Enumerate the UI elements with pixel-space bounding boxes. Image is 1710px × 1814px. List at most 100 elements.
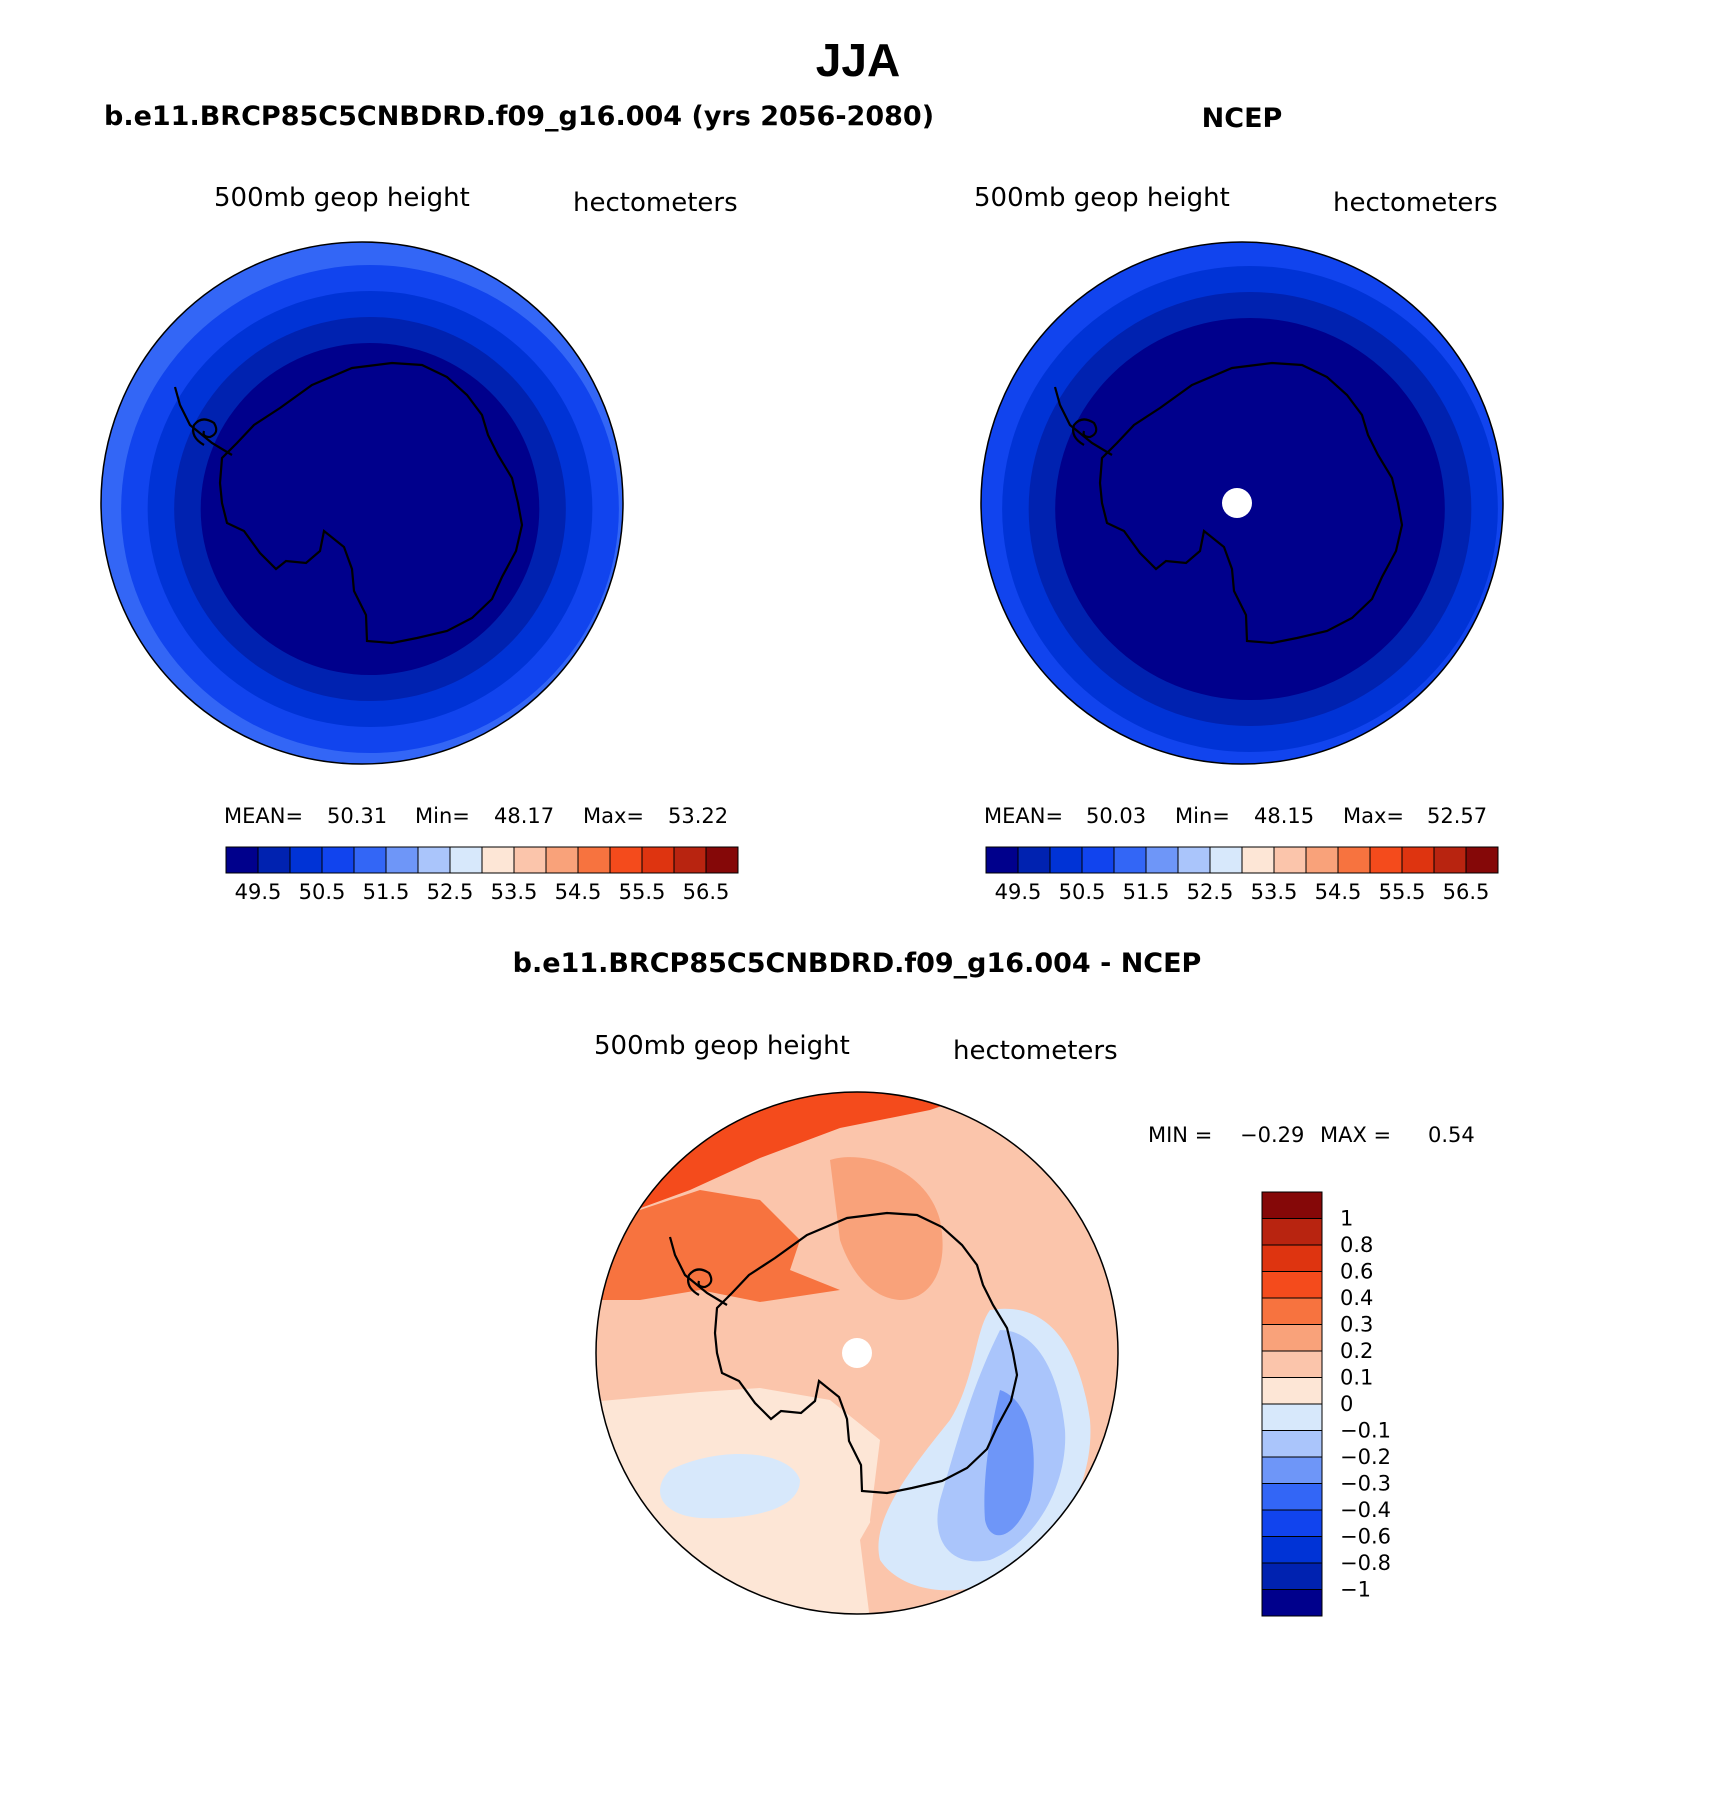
colorbar-tick-label: 49.5 <box>235 880 282 904</box>
legend-swatch <box>1261 1377 1323 1405</box>
colorbar-swatch <box>225 846 259 874</box>
diff-max-value: 0.54 <box>1428 1123 1475 1147</box>
colorbar-swatch <box>1209 846 1243 874</box>
legend-label: −0.6 <box>1340 1525 1391 1549</box>
max-label: Max= <box>583 804 644 828</box>
min-label: Min= <box>1175 804 1230 828</box>
legend-swatch <box>1261 1350 1323 1378</box>
colorbar-ncep: 49.5 50.5 51.5 52.5 53.5 54.5 55.5 56.5 <box>985 846 1499 904</box>
colorbar-swatch <box>1081 846 1115 874</box>
colorbar-swatch <box>1145 846 1179 874</box>
contour-0.2 <box>830 1157 943 1300</box>
panel-model-map <box>101 242 623 764</box>
legend-label: −1 <box>1340 1578 1371 1602</box>
max-value: 52.57 <box>1427 804 1487 828</box>
min-value: 48.15 <box>1254 804 1314 828</box>
max-label: Max= <box>1343 804 1404 828</box>
panel-ncep-units: hectometers <box>1333 188 1498 218</box>
colorbar-tick-label: 49.5 <box>995 880 1042 904</box>
colorbar-swatch <box>1305 846 1339 874</box>
legend-label: 0.1 <box>1340 1366 1373 1390</box>
map-boundary <box>100 241 624 765</box>
main-title: JJA <box>816 34 900 86</box>
diff-max-label: MAX = <box>1320 1123 1391 1147</box>
colorbar-swatch <box>257 846 291 874</box>
panel-ncep: NCEP 500mb geop height hectometers MEAN=… <box>974 103 1504 904</box>
legend-swatch <box>1261 1244 1323 1272</box>
panel-model-title: b.e11.BRCP85C5CNBDRD.f09_g16.004 (yrs 20… <box>104 101 934 132</box>
legend-swatch <box>1261 1483 1323 1511</box>
colorbar-tick-label: 50.5 <box>1059 880 1106 904</box>
legend-swatch <box>1261 1589 1323 1617</box>
colorbar-swatch <box>1241 846 1275 874</box>
colorbar-swatch <box>641 846 675 874</box>
colorbar-model: 49.5 50.5 51.5 52.5 53.5 54.5 55.5 56.5 <box>225 846 739 904</box>
map-boundary <box>595 1091 1119 1615</box>
colorbar-swatch <box>1433 846 1467 874</box>
colorbar-tick-label: 56.5 <box>1443 880 1490 904</box>
legend-label: 0.2 <box>1340 1339 1373 1363</box>
legend-swatch <box>1261 1324 1323 1352</box>
max-value: 53.22 <box>668 804 728 828</box>
colorbar-tick-label: 51.5 <box>363 880 410 904</box>
colorbar-swatch <box>513 846 547 874</box>
mean-value: 50.03 <box>1086 804 1146 828</box>
panel-diff-title: b.e11.BRCP85C5CNBDRD.f09_g16.004 - NCEP <box>513 948 1202 979</box>
colorbar-swatch <box>577 846 611 874</box>
colorbar-swatch <box>321 846 355 874</box>
colorbar-swatch <box>1401 846 1435 874</box>
legend-swatch <box>1261 1509 1323 1537</box>
map-boundary <box>980 241 1504 765</box>
legend-swatch <box>1261 1562 1323 1590</box>
colorbar-swatch <box>545 846 579 874</box>
legend-swatch <box>1261 1403 1323 1431</box>
colorbar-swatch <box>705 846 739 874</box>
colorbar-swatch <box>1369 846 1403 874</box>
legend-label: −0.8 <box>1340 1551 1391 1575</box>
colorbar-swatch <box>1017 846 1051 874</box>
panel-ncep-variable: 500mb geop height <box>974 183 1230 213</box>
colorbar-tick-label: 53.5 <box>1251 880 1298 904</box>
colorbar-swatch <box>609 846 643 874</box>
colorbar-tick-label: 54.5 <box>1315 880 1362 904</box>
colorbar-swatch <box>353 846 387 874</box>
panel-model-stats: MEAN= 50.31 Min= 48.17 Max= 53.22 <box>224 804 728 828</box>
colorbar-swatch <box>481 846 515 874</box>
legend-label: −0.2 <box>1340 1445 1391 1469</box>
colorbar-swatch <box>1113 846 1147 874</box>
colorbar-swatch <box>449 846 483 874</box>
colorbar-swatch <box>1337 846 1371 874</box>
panel-diff: b.e11.BRCP85C5CNBDRD.f09_g16.004 - NCEP … <box>513 948 1475 1617</box>
panel-diff-variable: 500mb geop height <box>594 1031 850 1061</box>
legend-label: 0.6 <box>1340 1260 1373 1284</box>
colorbar-swatch <box>417 846 451 874</box>
mean-label: MEAN= <box>224 804 303 828</box>
legend-swatch <box>1261 1297 1323 1325</box>
legend-swatch <box>1261 1271 1323 1299</box>
legend-label: 0.4 <box>1340 1286 1373 1310</box>
colorbar-swatch <box>1273 846 1307 874</box>
legend-swatch <box>1261 1430 1323 1458</box>
panel-ncep-title: NCEP <box>1202 103 1283 134</box>
colorbar-tick-label: 54.5 <box>555 880 602 904</box>
colorbar-tick-label: 55.5 <box>619 880 666 904</box>
mean-value: 50.31 <box>327 804 387 828</box>
colorbar-swatch <box>673 846 707 874</box>
legend-swatch <box>1261 1218 1323 1246</box>
colorbar-swatch <box>1177 846 1211 874</box>
legend-label: −0.3 <box>1340 1472 1391 1496</box>
contour-neg0.1b <box>660 1453 800 1519</box>
legend-swatch <box>1261 1456 1323 1484</box>
pole-hole <box>842 1338 872 1368</box>
min-label: Min= <box>415 804 470 828</box>
colorbar-swatch <box>985 846 1019 874</box>
legend-label: −0.1 <box>1340 1419 1391 1443</box>
legend-label: 0 <box>1340 1392 1353 1416</box>
legend-swatch <box>1261 1191 1323 1219</box>
colorbar-tick-label: 53.5 <box>491 880 538 904</box>
mean-label: MEAN= <box>984 804 1063 828</box>
panel-model: b.e11.BRCP85C5CNBDRD.f09_g16.004 (yrs 20… <box>100 101 934 904</box>
colorbar-swatch <box>385 846 419 874</box>
panel-diff-map <box>596 1092 1118 1614</box>
